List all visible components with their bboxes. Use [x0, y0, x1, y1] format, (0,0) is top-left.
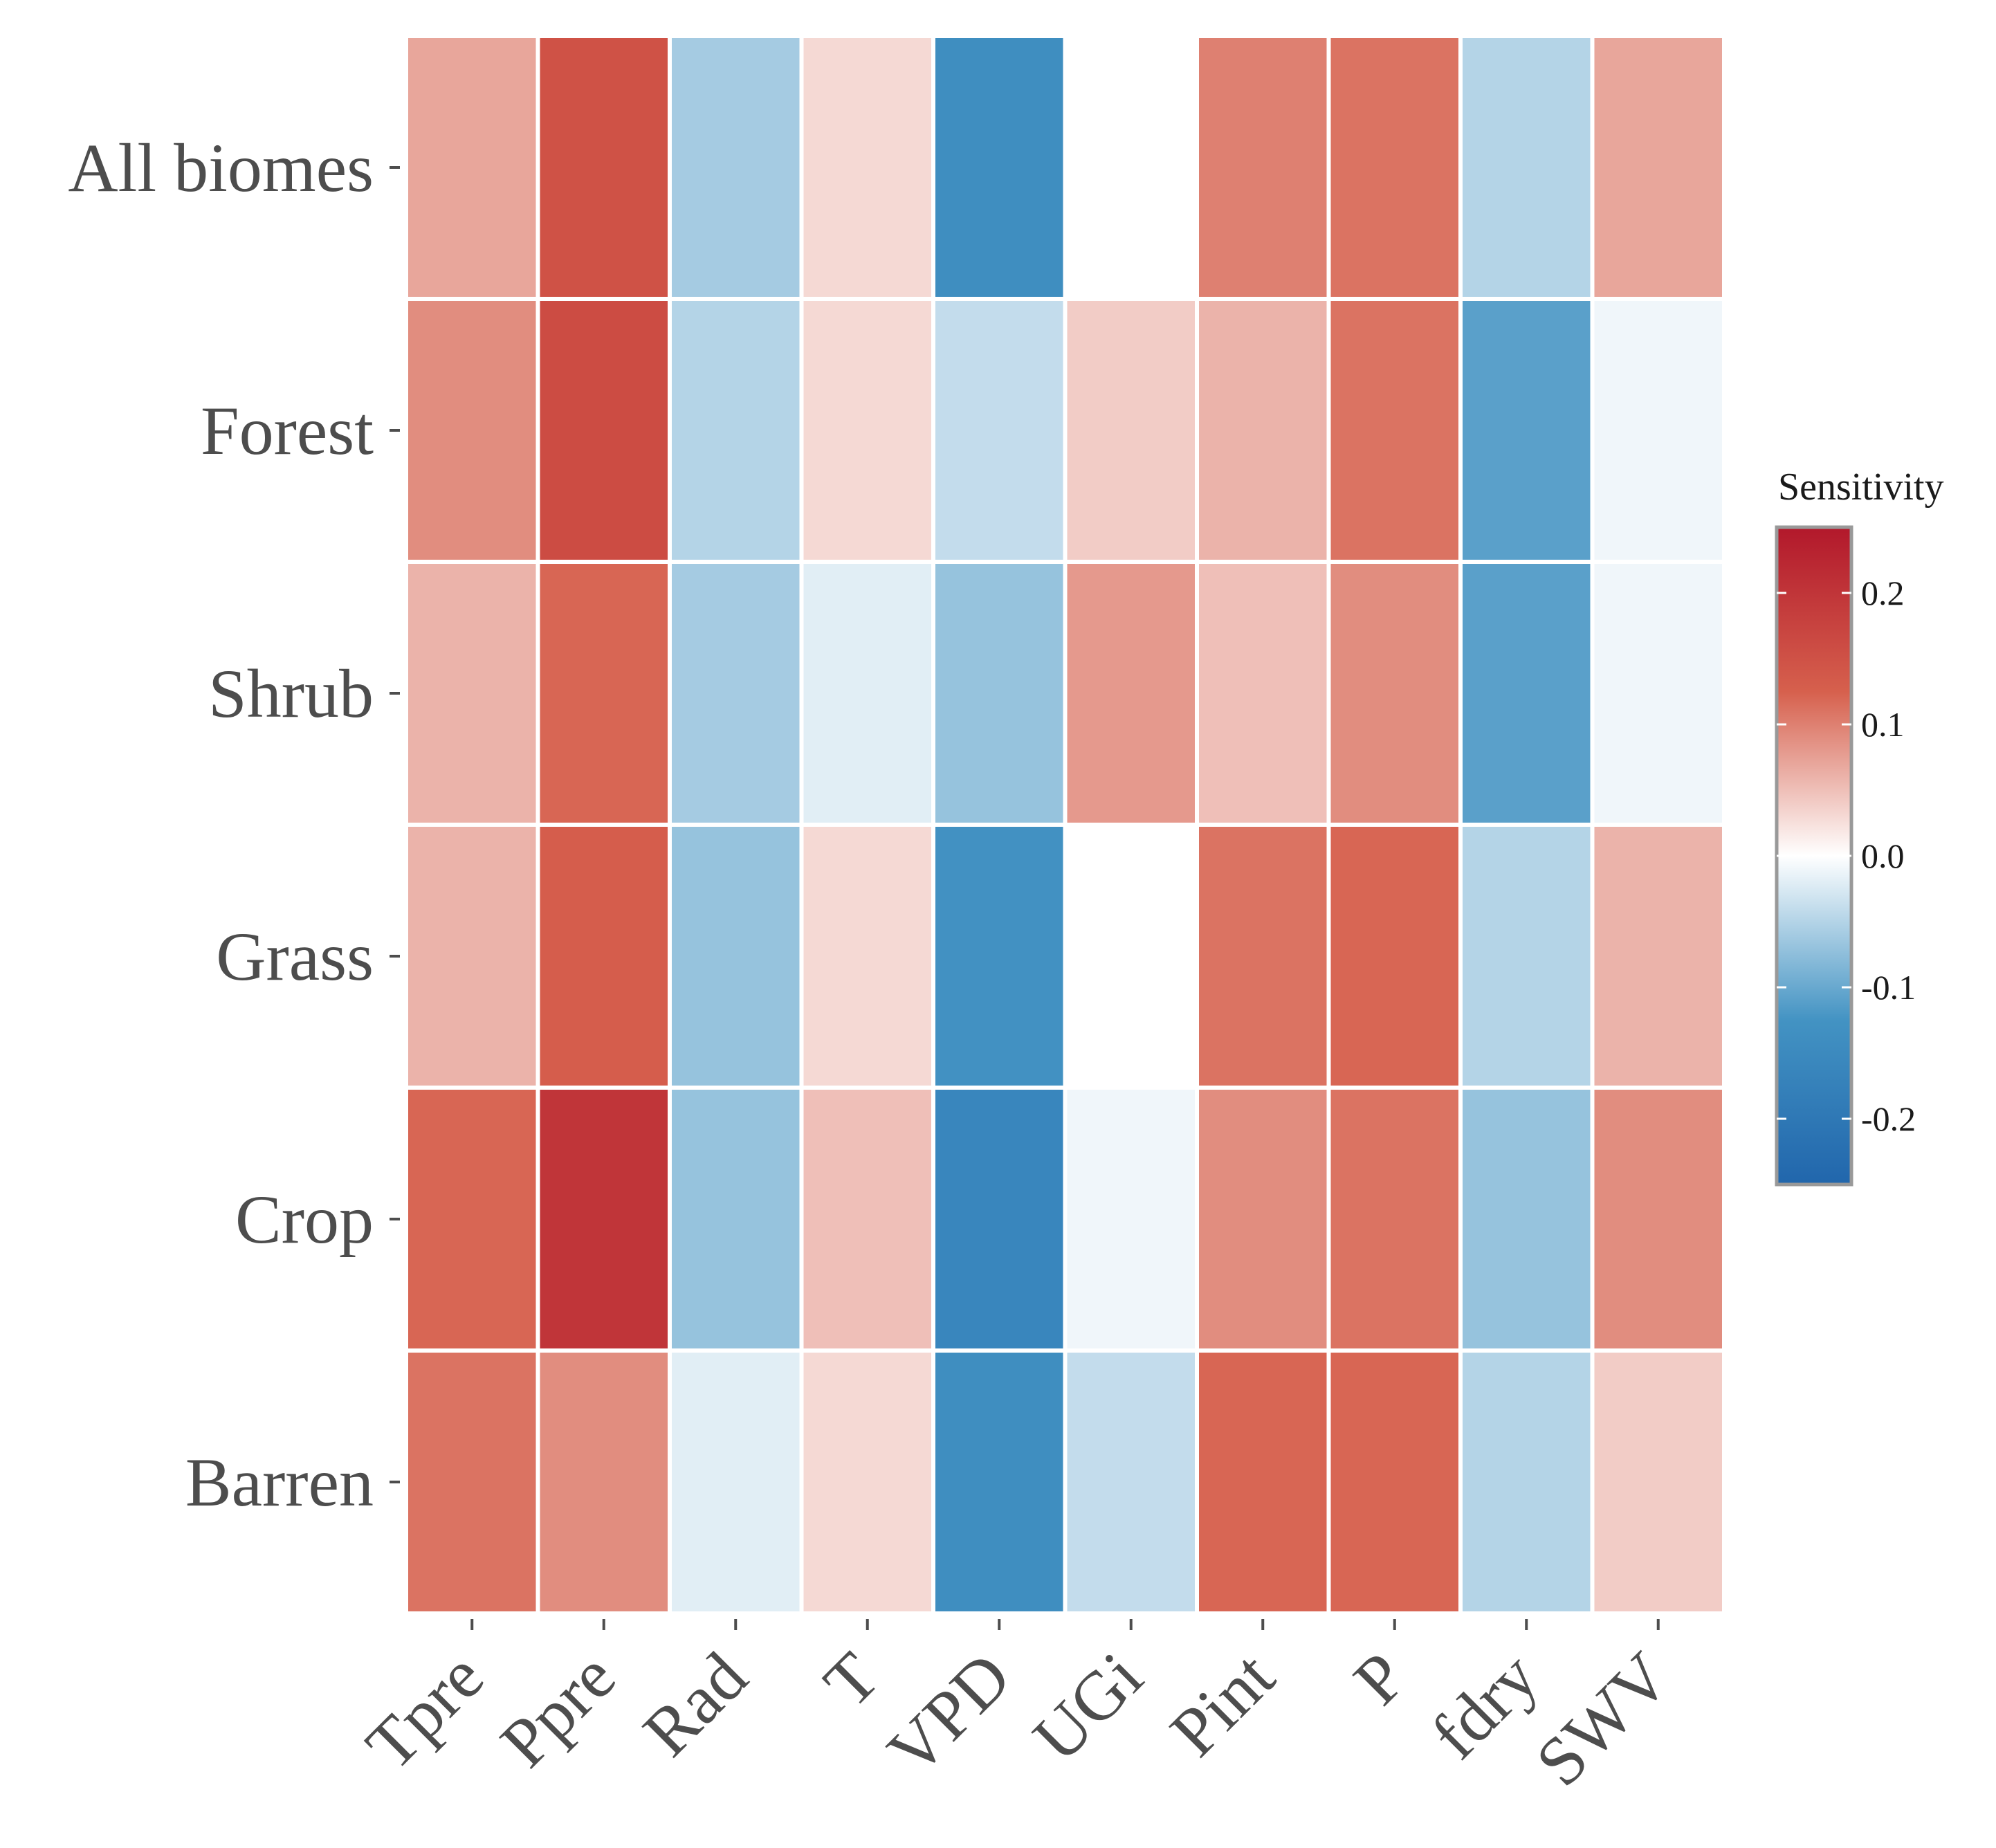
heatmap-cell-3-2: [672, 827, 800, 1086]
heatmap-cell-0-9: [1594, 38, 1722, 297]
heatmap-cell-0-3: [803, 38, 931, 297]
heatmap-cell-5-0: [408, 1353, 536, 1611]
y-tick-label: Shrub: [208, 655, 374, 732]
heatmap-cell-2-2: [672, 564, 800, 823]
heatmap-cell-4-9: [1594, 1090, 1722, 1348]
heatmap-cell-2-0: [408, 564, 536, 823]
heatmap-cell-0-2: [672, 38, 800, 297]
x-tick-label: Pint: [1155, 1638, 1289, 1771]
heatmap-cells: [408, 38, 1722, 1611]
y-tick-label: Grass: [216, 918, 374, 995]
heatmap-cell-2-1: [540, 564, 668, 823]
colorbar: [1775, 525, 1853, 1187]
x-tick-label: SWV: [1521, 1638, 1685, 1801]
heatmap-cell-4-6: [1199, 1090, 1327, 1348]
heatmap-cell-2-3: [803, 564, 931, 823]
legend-title: Sensitivity: [1778, 466, 1944, 509]
heatmap-cell-3-1: [540, 827, 668, 1086]
x-tick-label: P: [1339, 1638, 1420, 1719]
heatmap-cell-3-0: [408, 827, 536, 1086]
heatmap-cell-4-7: [1330, 1090, 1458, 1348]
heatmap-cell-1-1: [540, 301, 668, 560]
x-tick-label: VPD: [873, 1638, 1025, 1790]
heatmap-cell-0-0: [408, 38, 536, 297]
heatmap-cell-0-6: [1199, 38, 1327, 297]
heatmap-cell-0-8: [1463, 38, 1591, 297]
heatmap-cell-4-3: [803, 1090, 931, 1348]
x-tick-label: Rad: [628, 1638, 761, 1771]
x-tick-label: UGi: [1018, 1638, 1157, 1776]
heatmap-cell-1-5: [1067, 301, 1195, 560]
heatmap-cell-1-7: [1330, 301, 1458, 560]
heatmap-cell-3-9: [1594, 827, 1722, 1086]
heatmap-cell-5-7: [1330, 1353, 1458, 1611]
heatmap-cell-4-5: [1067, 1090, 1195, 1348]
heatmap-cell-3-4: [935, 827, 1063, 1086]
heatmap-cell-1-8: [1463, 301, 1591, 560]
heatmap-cell-3-5: [1067, 827, 1195, 1086]
heatmap-cell-1-0: [408, 301, 536, 560]
heatmap-cell-1-9: [1594, 301, 1722, 560]
x-tick-label: Tpre: [351, 1638, 498, 1784]
heatmap-cell-2-7: [1330, 564, 1458, 823]
heatmap-cell-1-6: [1199, 301, 1327, 560]
heatmap-cell-5-4: [935, 1353, 1063, 1611]
heatmap-cell-2-8: [1463, 564, 1591, 823]
heatmap-cell-1-4: [935, 301, 1063, 560]
heatmap-cell-1-2: [672, 301, 800, 560]
heatmap-cell-5-9: [1594, 1353, 1722, 1611]
heatmap-cell-0-4: [935, 38, 1063, 297]
colorbar-tick-label: 0.0: [1861, 836, 1905, 875]
y-tick-label: Crop: [235, 1181, 374, 1258]
y-axis: All biomes Forest Shrub Grass Crop Barren: [68, 129, 400, 1521]
heatmap-cell-1-3: [803, 301, 931, 560]
heatmap-cell-0-5: [1067, 38, 1195, 297]
colorbar-tick-label: -0.1: [1861, 968, 1916, 1007]
heatmap-cell-2-4: [935, 564, 1063, 823]
heatmap-cell-2-5: [1067, 564, 1195, 823]
heatmap-cell-4-0: [408, 1090, 536, 1348]
heatmap-cell-3-6: [1199, 827, 1327, 1086]
heatmap-cell-0-7: [1330, 38, 1458, 297]
x-tick-label: T: [809, 1638, 894, 1722]
heatmap-cell-4-1: [540, 1090, 668, 1348]
heatmap-cell-3-8: [1463, 827, 1591, 1086]
heatmap-cell-4-4: [935, 1090, 1063, 1348]
heatmap-cell-5-5: [1067, 1353, 1195, 1611]
y-tick-label: Barren: [185, 1444, 374, 1521]
y-tick-label: All biomes: [68, 129, 374, 206]
x-tick-label: Ppre: [486, 1638, 630, 1782]
heatmap-cell-5-3: [803, 1353, 931, 1611]
heatmap-cell-4-8: [1463, 1090, 1591, 1348]
colorbar-tick-label: 0.1: [1861, 705, 1905, 744]
heatmap-cell-5-6: [1199, 1353, 1327, 1611]
colorbar-legend: Sensitivity 0.2 0.1 0.0 -0.1 -0.2: [1775, 466, 1944, 1187]
heatmap-cell-5-8: [1463, 1353, 1591, 1611]
y-tick-label: Forest: [201, 392, 374, 469]
heatmap-cell-2-6: [1199, 564, 1327, 823]
heatmap-cell-4-2: [672, 1090, 800, 1348]
heatmap-cell-5-2: [672, 1353, 800, 1611]
colorbar-tick-label: 0.2: [1861, 574, 1905, 612]
heatmap-cell-2-9: [1594, 564, 1722, 823]
heatmap-cell-3-7: [1330, 827, 1458, 1086]
heatmap-cell-0-1: [540, 38, 668, 297]
heatmap-cell-3-3: [803, 827, 931, 1086]
colorbar-tick-label: -0.2: [1861, 1099, 1916, 1138]
heatmap-cell-5-1: [540, 1353, 668, 1611]
